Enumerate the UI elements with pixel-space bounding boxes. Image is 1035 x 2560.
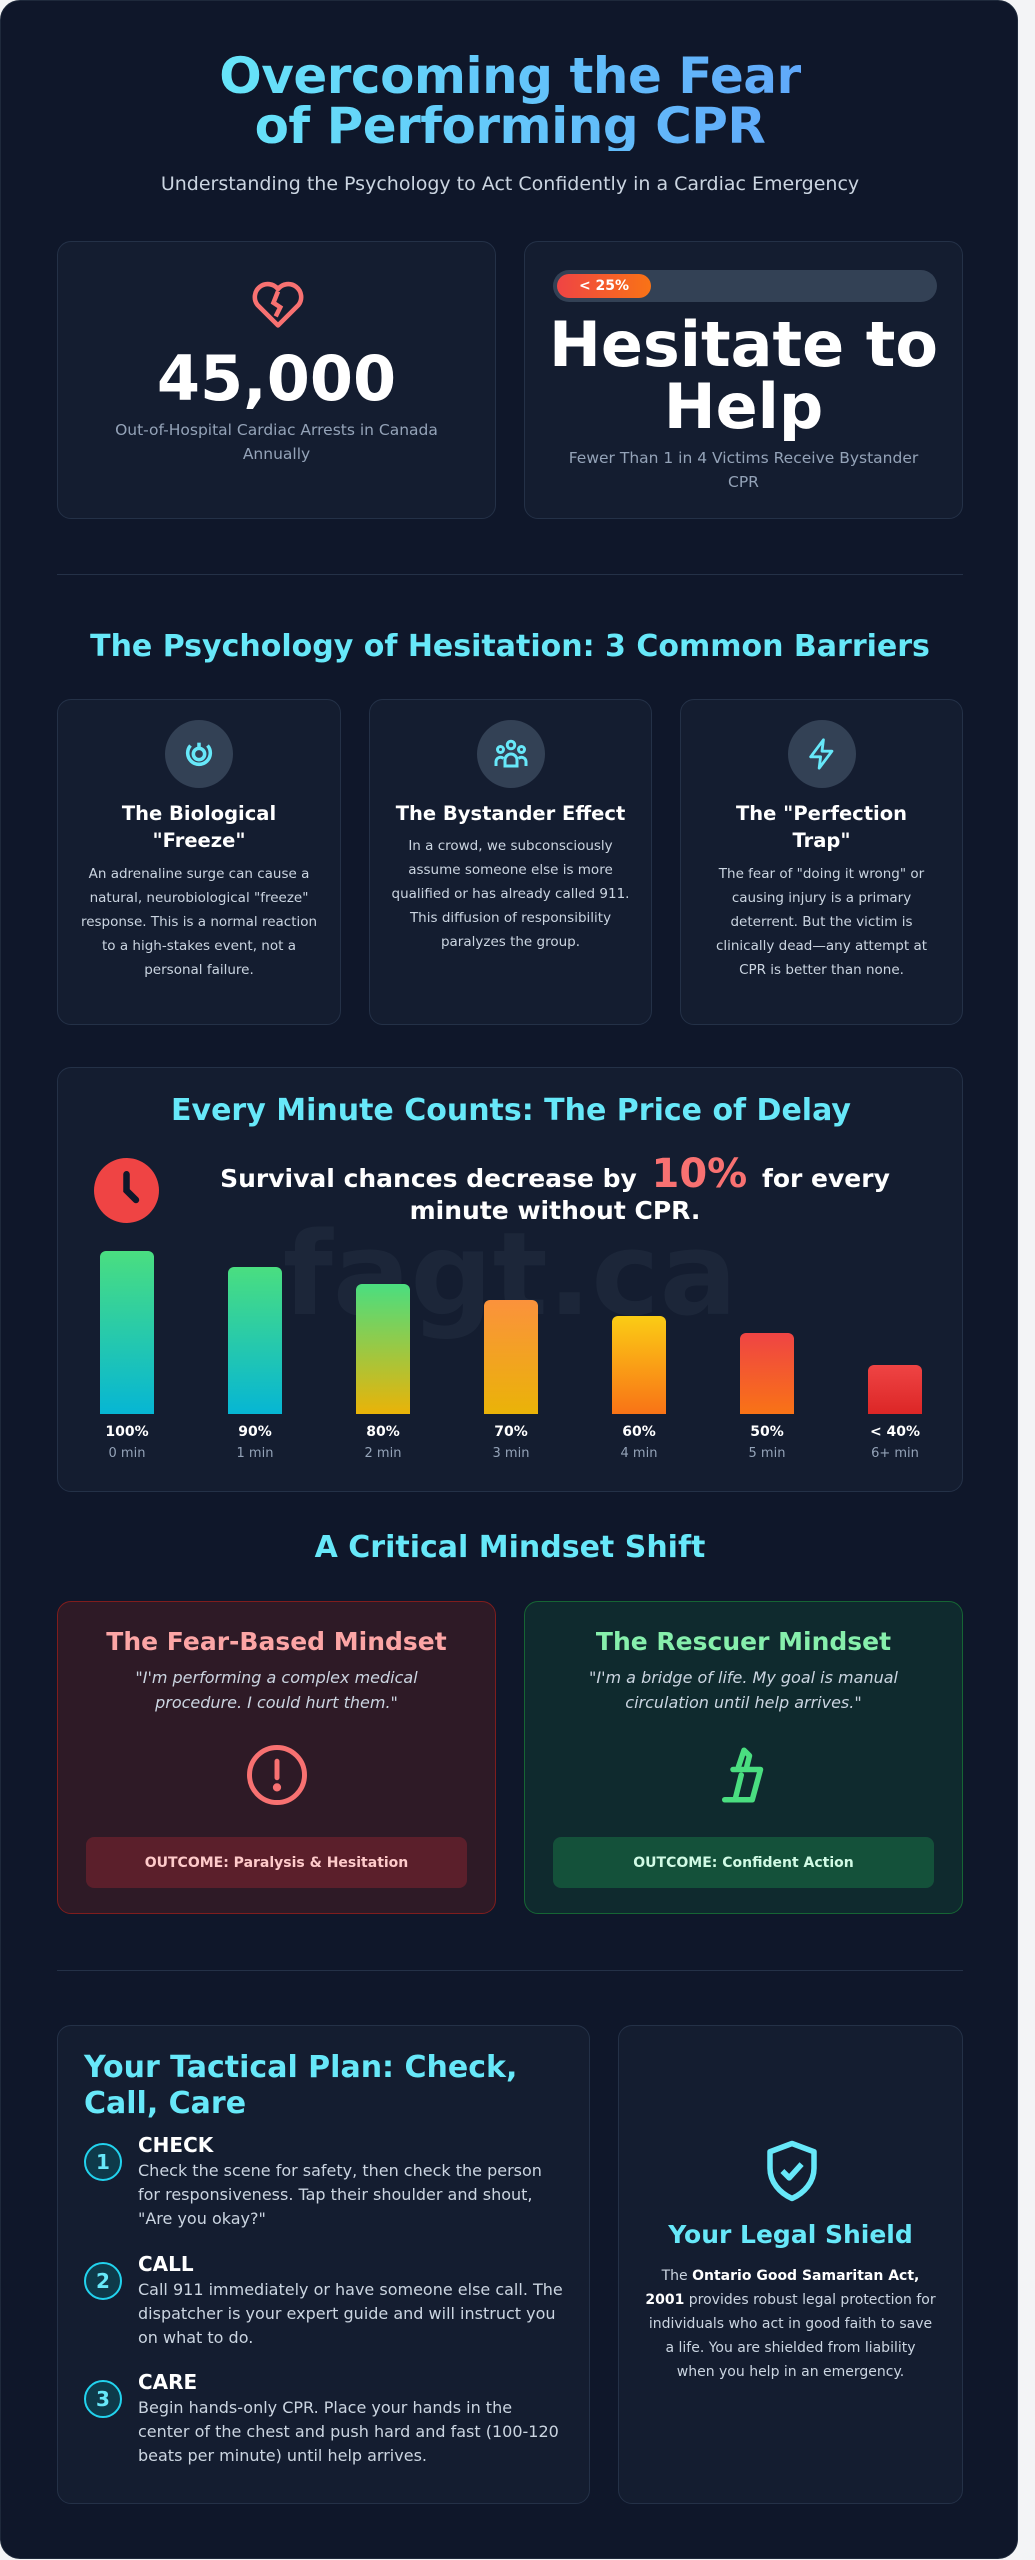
step-number: 1 [84,2143,122,2181]
bar-category-label: 6+ min [871,1446,919,1461]
freeze-icon [165,720,233,788]
delay-heading: Every Minute Counts: The Price of Delay [171,1093,851,1128]
group-icon [476,720,545,788]
step-number: 3 [84,2380,122,2418]
legal-shield-card: Your Legal Shield The Ontario Good Samar… [618,2025,963,2504]
mindset-title: The Fear-Based Mindset [106,1627,447,1656]
shield-check-icon [767,2140,817,2202]
bar-value-label: 80% [366,1424,400,1440]
barrier-card-bystander: The Bystander Effect In a crowd, we subc… [369,699,652,1025]
bar-value-label: < 40% [869,1424,921,1440]
delay-chart-card: fagt.ca Every Minute Counts: The Price o… [57,1067,963,1492]
legal-act-name: Ontario Good Samaritan Act, 2001 [645,2268,920,2308]
bar-value-label: 60% [622,1424,656,1440]
barriers-heading: The Psychology of Hesitation: 3 Common B… [90,629,930,664]
page-title: Overcoming the Fear of Performing CPR [190,51,830,151]
mindset-quote: "I'm performing a complex medical proced… [135,1668,418,1712]
tactical-plan-card: Your Tactical Plan: Check, Call, Care 1 … [57,2025,590,2504]
barrier-body: The fear of "doing it wrong" or causing … [715,866,928,978]
stat-value: Hesitate to Help [548,308,939,443]
barrier-title: The Biological "Freeze" [121,802,277,852]
statement-before: Survival chances decrease by [220,1164,637,1193]
alert-circle-icon [247,1745,307,1805]
legal-suffix: provides robust legal protection for ind… [648,2292,936,2380]
bar-value-label: 50% [750,1424,784,1440]
bar-6 [868,1365,922,1414]
fear-mindset-card: The Fear-Based Mindset "I'm performing a… [57,1601,496,1914]
barrier-body: An adrenaline surge can cause a natural,… [80,866,318,978]
barrier-card-freeze: The Biological "Freeze" An adrenaline su… [57,699,341,1025]
step-body: Call 911 immediately or have someone els… [138,2280,563,2347]
step-body: Begin hands-only CPR. Place your hands i… [138,2398,559,2465]
bystander-progress-bar: < 25% [553,270,937,302]
clock-icon [94,1158,159,1223]
hands-icon [722,1747,764,1803]
bar-category-label: 0 min [108,1446,146,1461]
statement-after: for every minute without CPR. [409,1164,890,1225]
rescuer-outcome: OUTCOME: Confident Action [553,1837,934,1888]
progress-fill: < 25% [557,274,651,298]
barrier-title: The Bystander Effect [395,802,626,825]
broken-heart-icon [252,281,304,328]
step-title: CARE [138,2370,198,2394]
bar-0 [100,1251,154,1414]
legal-title: Your Legal Shield [668,2220,913,2249]
progress-label: < 25% [578,278,630,294]
rescuer-mindset-card: The Rescuer Mindset "I'm a bridge of lif… [524,1601,963,1914]
bar-category-label: 3 min [492,1446,530,1461]
bar-5 [740,1332,794,1414]
barrier-card-perfection: The "Perfection Trap" The fear of "doing… [680,699,963,1025]
step-title: CHECK [138,2133,214,2157]
bar-2 [356,1283,410,1414]
stat-label: Fewer Than 1 in 4 Victims Receive Bystan… [568,449,919,491]
stat-card-hesitate: < 25% Hesitate to Help Fewer Than 1 in 4… [524,241,963,519]
bar-category-label: 5 min [748,1446,786,1461]
stat-card-arrests: 45,000 Out-of-Hospital Cardiac Arrests i… [57,241,496,519]
bar-3 [484,1299,538,1414]
page-subtitle: Understanding the Psychology to Act Conf… [160,173,860,195]
divider [57,574,963,575]
mindset-title: The Rescuer Mindset [595,1627,892,1656]
plan-heading: Your Tactical Plan: Check, Call, Care [84,2050,518,2121]
lightning-icon [787,720,856,788]
bar-category-label: 1 min [236,1446,274,1461]
bar-4 [612,1316,666,1414]
delay-statement: Survival chances decrease by 10% for eve… [188,1154,922,1227]
step-title: CALL [138,2252,194,2276]
barrier-title: The "Perfection Trap" [735,802,908,852]
step-body: Check the scene for safety, then check t… [138,2161,542,2228]
bar-value-label: 100% [105,1424,149,1440]
step-number: 2 [84,2262,122,2300]
mindset-quote: "I'm a bridge of life. My goal is manual… [589,1668,898,1712]
mindset-heading: A Critical Mindset Shift [314,1530,706,1565]
bar-category-label: 2 min [364,1446,402,1461]
bar-value-label: 70% [494,1424,528,1440]
divider [57,1970,963,1971]
legal-prefix: The [661,2268,693,2284]
bar-1 [228,1267,282,1414]
stat-label: Out-of-Hospital Cardiac Arrests in Canad… [115,421,438,463]
stat-value: 45,000 [156,342,397,415]
bar-value-label: 90% [238,1424,272,1440]
legal-body: The Ontario Good Samaritan Act, 2001 pro… [645,2264,936,2384]
bar-category-label: 4 min [620,1446,658,1461]
barrier-body: In a crowd, we subconsciously assume som… [391,838,630,950]
fear-outcome: OUTCOME: Paralysis & Hesitation [86,1837,467,1888]
statement-highlight: 10% [651,1151,748,1197]
